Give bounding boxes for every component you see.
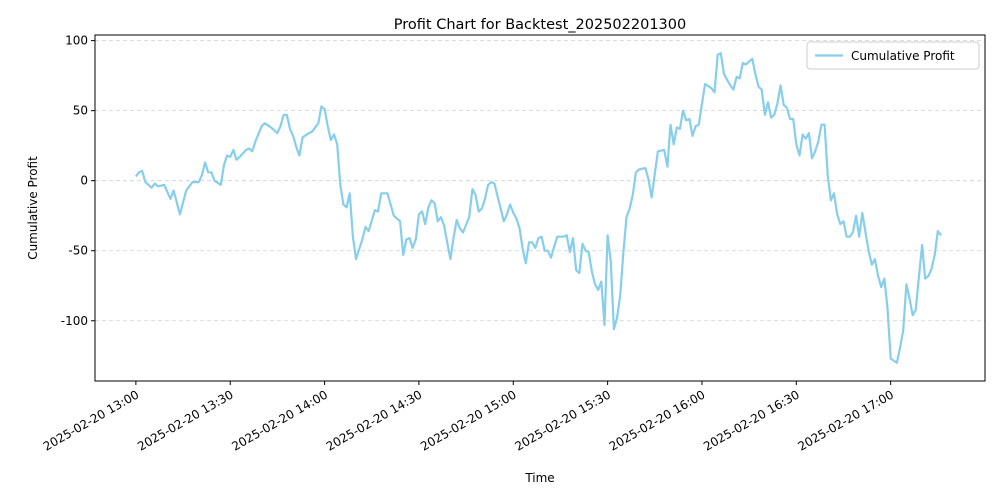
data-line: [135, 52, 942, 364]
y-axis-label: Cumulative Profit: [26, 156, 40, 260]
x-tick-label: 2025-02-20 13:30: [135, 387, 236, 453]
x-tick-label: 2025-02-20 15:00: [418, 387, 519, 453]
y-tick-label: 0: [80, 174, 88, 188]
x-tick-label: 2025-02-20 14:00: [229, 387, 330, 453]
y-tick-label: 50: [73, 104, 88, 118]
x-tick-label: 2025-02-20 13:00: [41, 387, 142, 453]
x-tick-label: 2025-02-20 14:30: [324, 387, 425, 453]
y-tick-label: -100: [61, 314, 88, 328]
y-tick-label: 100: [65, 34, 88, 48]
chart-title: Profit Chart for Backtest_202502201300: [394, 17, 686, 33]
y-tick-label: -50: [68, 244, 88, 258]
x-axis-label: Time: [524, 471, 554, 485]
x-tick-label: 2025-02-20 15:30: [512, 387, 613, 453]
x-tick-label: 2025-02-20 17:00: [796, 387, 897, 453]
plot-frame: [94, 34, 986, 382]
x-tick-label: 2025-02-20 16:30: [701, 387, 802, 453]
legend-label: Cumulative Profit: [851, 49, 955, 63]
legend-box: [806, 41, 980, 70]
x-tick-label: 2025-02-20 16:00: [607, 387, 708, 453]
